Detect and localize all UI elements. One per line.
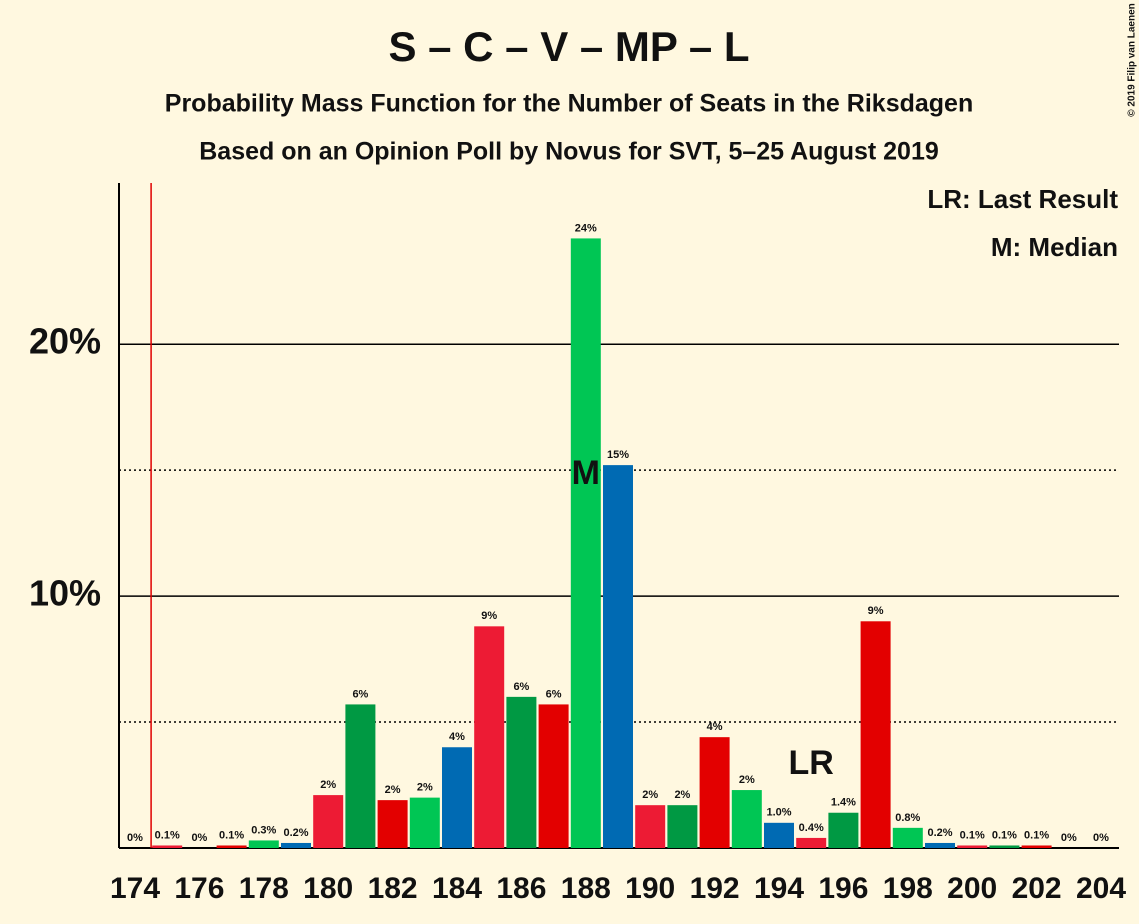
value-label: 6% (513, 681, 529, 693)
bar (989, 845, 1020, 848)
x-tick-label: 182 (368, 872, 418, 905)
value-label: 0% (1093, 832, 1109, 844)
legend-entry: M: Median (991, 232, 1118, 262)
bar (474, 626, 505, 848)
chart-subtitle: Based on an Opinion Poll by Novus for SV… (199, 138, 939, 166)
bar (860, 621, 891, 848)
x-tick-label: 202 (1012, 872, 1062, 905)
x-tick-label: 184 (432, 872, 482, 905)
bar (506, 696, 537, 848)
copyright: © 2019 Filip van Laenen (1127, 3, 1138, 117)
value-label: 2% (642, 789, 658, 801)
value-label: 0% (191, 832, 207, 844)
bar (409, 797, 440, 848)
x-tick-label: 200 (947, 872, 997, 905)
x-tick-label: 198 (883, 872, 933, 905)
x-tick-label: 190 (625, 872, 675, 905)
value-label: 2% (739, 774, 755, 786)
x-tick-label: 174 (110, 872, 160, 905)
value-label: 1.0% (766, 807, 791, 819)
bar (796, 837, 827, 848)
x-tick-label: 192 (690, 872, 740, 905)
value-label: 0% (127, 832, 143, 844)
x-tick-label: 188 (561, 872, 611, 905)
bar (828, 812, 859, 848)
bar (957, 845, 988, 848)
value-label: 0.4% (799, 822, 824, 834)
value-label: 4% (449, 731, 465, 743)
value-label: 0.1% (219, 829, 244, 841)
value-label: 6% (352, 688, 368, 700)
value-label: 0.8% (895, 812, 920, 824)
value-label: 9% (481, 610, 497, 622)
y-tick-label: 20% (29, 321, 101, 362)
x-tick-label: 186 (496, 872, 546, 905)
x-tick-label: 180 (303, 872, 353, 905)
bar (699, 737, 730, 848)
bar (538, 704, 569, 848)
value-label: 0.1% (960, 829, 985, 841)
value-label: 0.1% (992, 829, 1017, 841)
value-label: 2% (385, 784, 401, 796)
chart-title: S – C – V – MP – L (388, 23, 749, 70)
value-label: 6% (546, 688, 562, 700)
value-label: 2% (320, 779, 336, 791)
value-label: 0.1% (155, 829, 180, 841)
x-tick-label: 196 (818, 872, 868, 905)
bar (667, 805, 698, 848)
value-label: 9% (868, 605, 884, 617)
y-tick-label: 10% (29, 573, 101, 614)
bar (442, 747, 472, 848)
bar (731, 790, 762, 848)
value-label: 0.1% (1024, 829, 1049, 841)
bar (925, 842, 955, 848)
x-tick-label: 194 (754, 872, 804, 905)
value-label: 0.2% (283, 827, 308, 839)
bar (570, 238, 601, 848)
median-marker: M (572, 454, 600, 492)
legend-entry: LR: Last Result (927, 184, 1118, 214)
value-label: 0.3% (251, 824, 276, 836)
chart-subtitle: Probability Mass Function for the Number… (165, 90, 973, 118)
x-tick-label: 204 (1076, 872, 1126, 905)
value-label: 0% (1061, 832, 1077, 844)
bar (281, 842, 311, 848)
bar (377, 800, 408, 848)
bar (635, 805, 666, 848)
value-label: 0.2% (927, 827, 952, 839)
value-label: 4% (707, 721, 723, 733)
bar (603, 465, 633, 848)
x-tick-label: 176 (174, 872, 224, 905)
x-tick-label: 178 (239, 872, 289, 905)
bar (892, 827, 923, 848)
bar (248, 840, 279, 848)
last-result-marker: LR (789, 744, 834, 782)
value-label: 15% (607, 449, 629, 461)
bar (313, 795, 344, 848)
bar (1021, 845, 1052, 848)
value-label: 24% (575, 222, 597, 234)
bar (152, 845, 183, 848)
bar (764, 822, 794, 848)
value-label: 2% (417, 782, 433, 794)
bar (345, 704, 376, 848)
bar (216, 845, 247, 848)
value-label: 2% (674, 789, 690, 801)
value-label: 1.4% (831, 797, 856, 809)
